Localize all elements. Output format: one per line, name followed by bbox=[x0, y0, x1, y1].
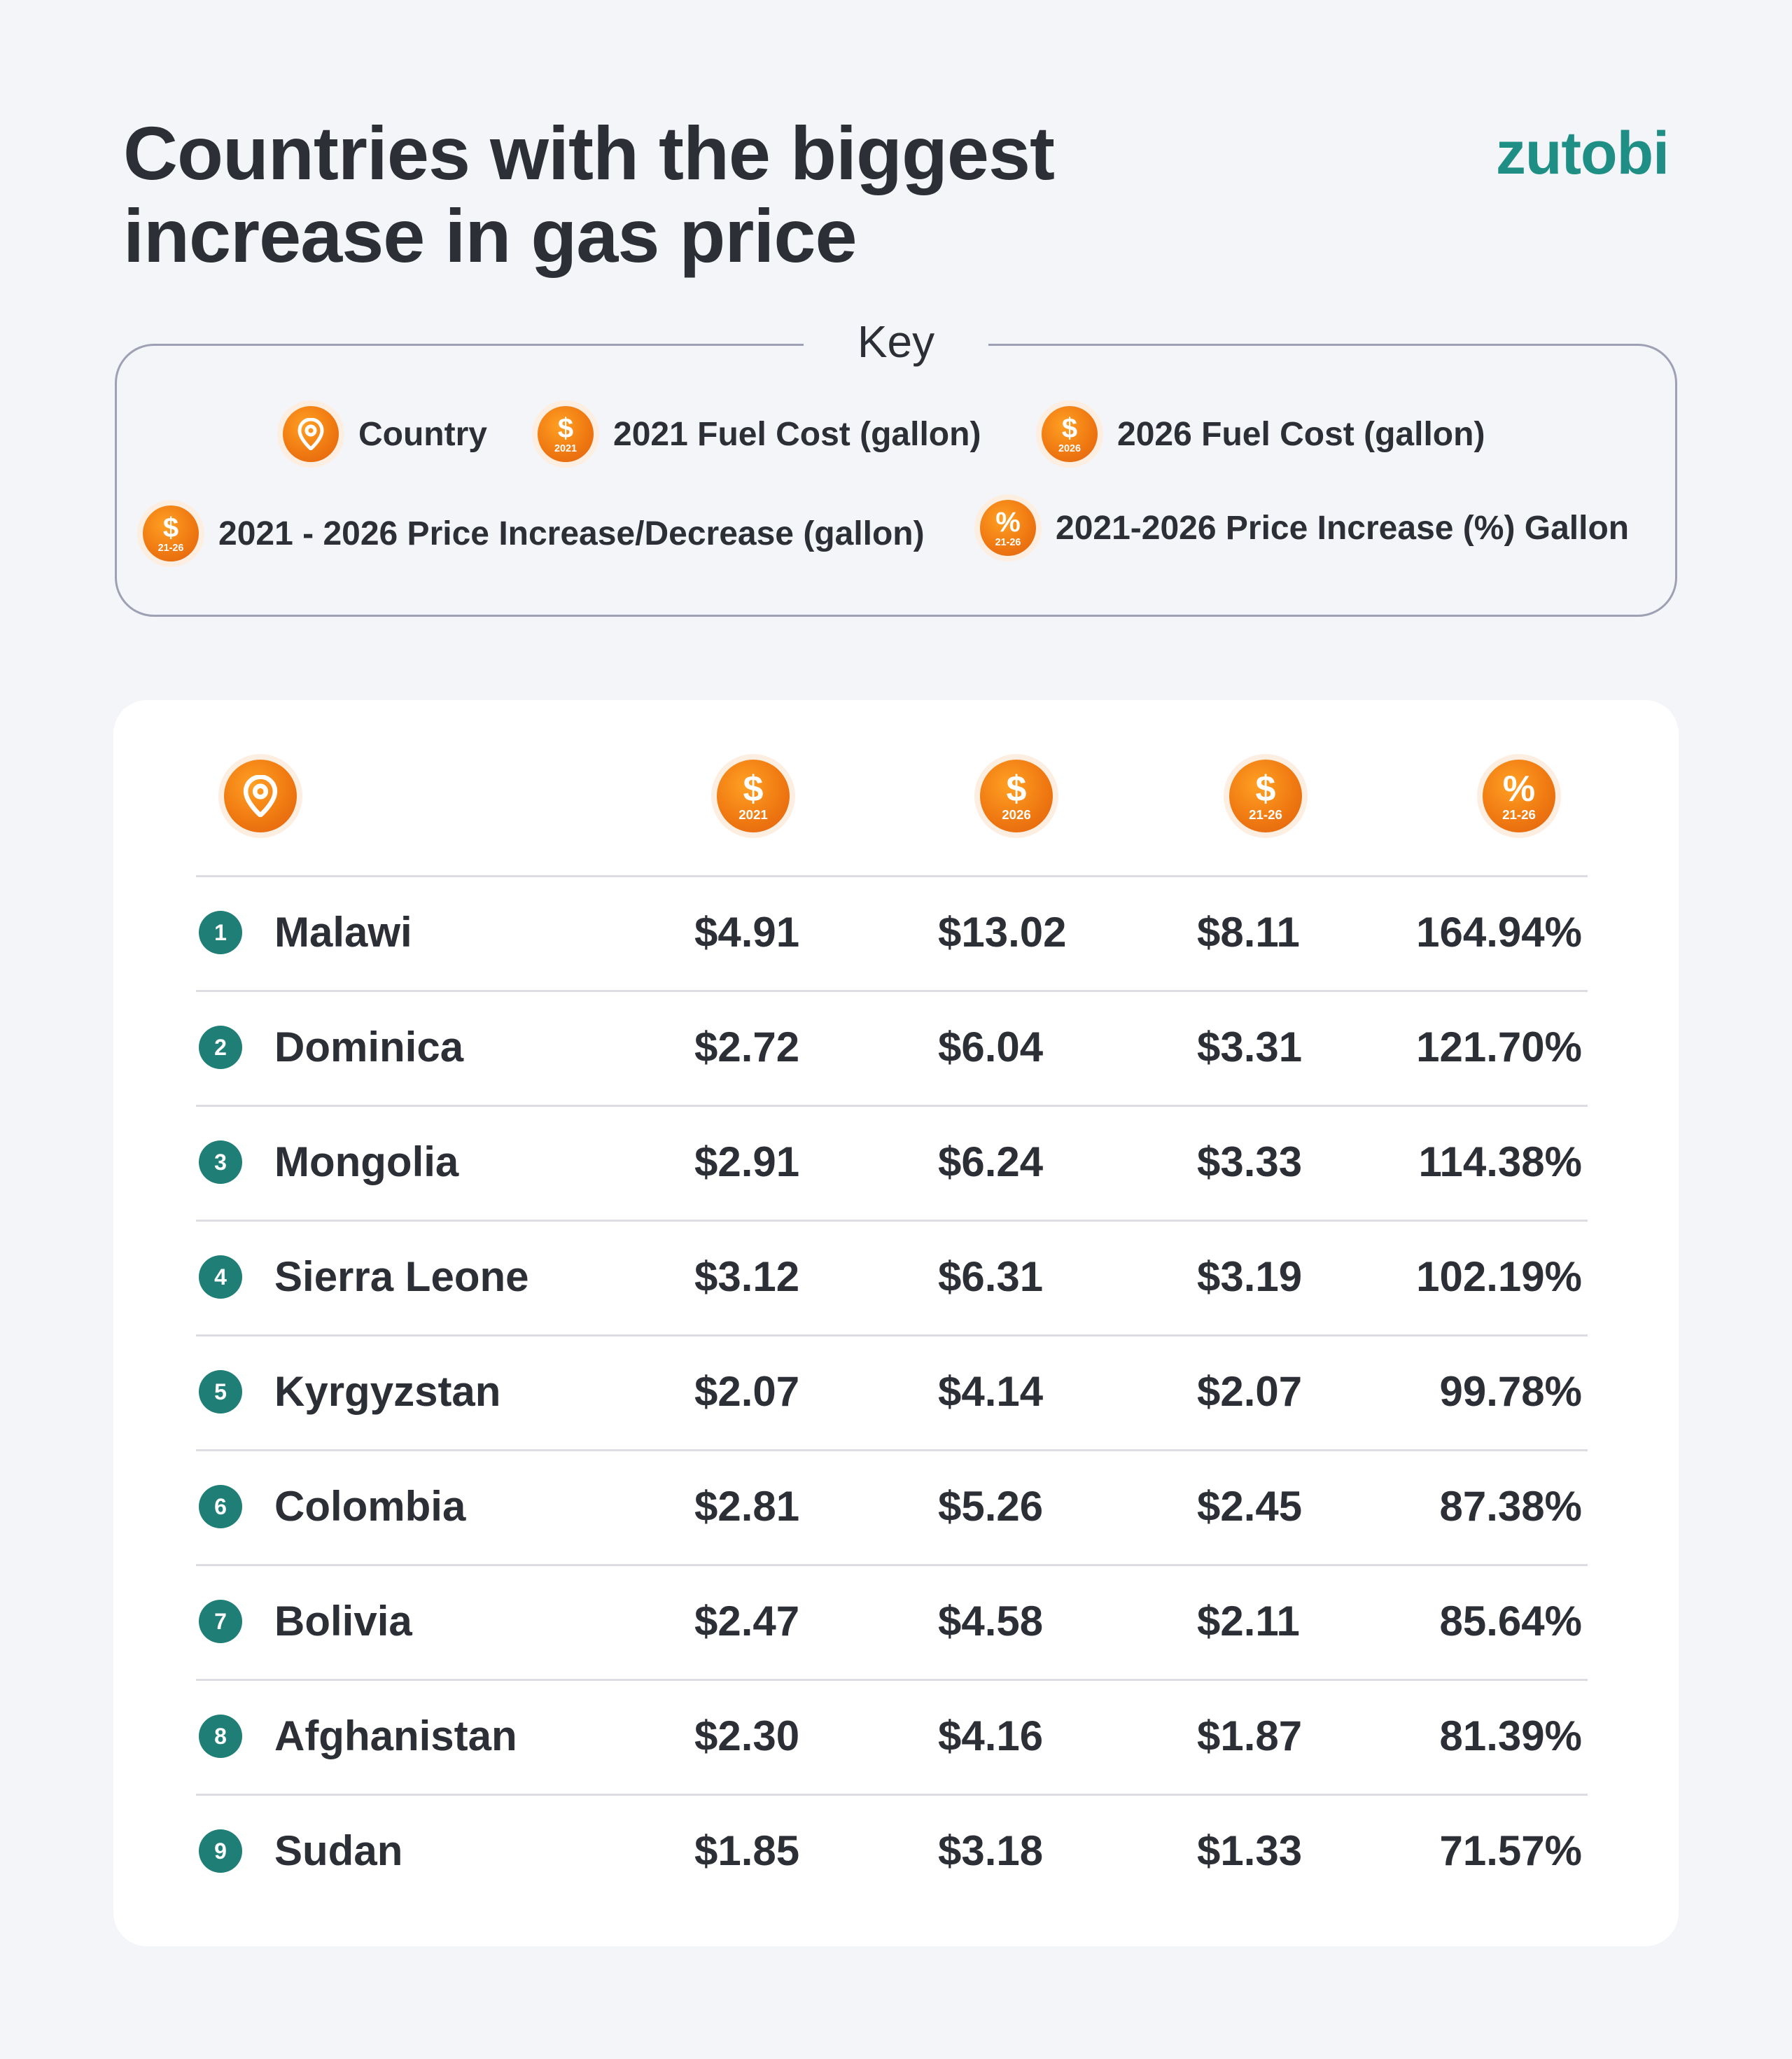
increase-cell: $2.11 bbox=[1197, 1598, 1300, 1645]
cost-2021-cell: $2.47 bbox=[694, 1598, 800, 1645]
rank-badge: 8 bbox=[199, 1715, 242, 1758]
country-name: Sudan bbox=[274, 1827, 403, 1874]
cost-2021-cell: $1.85 bbox=[694, 1827, 800, 1874]
increase-cell: $8.11 bbox=[1197, 909, 1300, 956]
table-divider bbox=[196, 1334, 1588, 1336]
cost-2026-cell: $4.58 bbox=[938, 1598, 1044, 1645]
increase-cell: $2.45 bbox=[1197, 1483, 1303, 1530]
key-item-price-change: $21-26 2021 - 2026 Price Increase/Decrea… bbox=[143, 505, 925, 561]
increase-cell: $1.33 bbox=[1197, 1827, 1303, 1874]
percent-cell: 164.94% bbox=[1416, 909, 1582, 956]
increase-cell: $1.87 bbox=[1197, 1712, 1303, 1759]
country-name: Malawi bbox=[274, 909, 412, 956]
key-item-percent: % 21-26 2021-2026 Price Increase (%) Gall… bbox=[980, 500, 1629, 556]
rank-badge: 1 bbox=[199, 911, 242, 954]
dollar-coin-icon: $21-26 bbox=[143, 505, 199, 561]
table-divider bbox=[196, 1220, 1588, 1222]
dollar-coin-icon: $2021 bbox=[538, 406, 594, 462]
title-line-1: Countries with the biggest bbox=[123, 111, 1055, 195]
country-name: Dominica bbox=[274, 1024, 464, 1070]
table-divider bbox=[196, 875, 1588, 877]
table-divider bbox=[196, 1449, 1588, 1451]
rank-badge: 9 bbox=[199, 1829, 242, 1873]
country-name: Kyrgyzstan bbox=[274, 1368, 501, 1415]
cost-2026-cell: $4.16 bbox=[938, 1712, 1044, 1759]
column-header-percent-coin-icon: % 21-26 bbox=[1483, 760, 1555, 832]
key-title: Key bbox=[804, 314, 988, 370]
rank-badge: 2 bbox=[199, 1026, 242, 1069]
table-divider bbox=[196, 990, 1588, 992]
percent-cell: 99.78% bbox=[1439, 1368, 1583, 1415]
percent-cell: 71.57% bbox=[1439, 1827, 1583, 1874]
percent-coin-icon: % 21-26 bbox=[980, 500, 1036, 556]
cost-2021-cell: $4.91 bbox=[694, 909, 800, 956]
cost-2021-cell: $2.07 bbox=[694, 1368, 800, 1415]
rank-badge: 6 bbox=[199, 1485, 242, 1528]
cost-2026-cell: $6.24 bbox=[938, 1138, 1044, 1185]
cost-2021-cell: $2.72 bbox=[694, 1024, 800, 1070]
cost-2021-cell: $3.12 bbox=[694, 1253, 800, 1300]
table-card bbox=[113, 700, 1679, 1946]
percent-cell: 85.64% bbox=[1439, 1598, 1583, 1645]
key-label-percent: 2021-2026 Price Increase (%) Gallon bbox=[1056, 509, 1630, 547]
country-name: Colombia bbox=[274, 1483, 466, 1530]
cost-2026-cell: $4.14 bbox=[938, 1368, 1044, 1415]
key-label-2021-cost: 2021 Fuel Cost (gallon) bbox=[613, 415, 981, 453]
key-item-country: Country bbox=[283, 406, 487, 462]
key-label-price-change: 2021 - 2026 Price Increase/Decrease (gal… bbox=[218, 515, 925, 552]
rank-badge: 7 bbox=[199, 1600, 242, 1643]
country-name: Afghanistan bbox=[274, 1712, 517, 1759]
table-divider bbox=[196, 1564, 1588, 1566]
dollar-coin-icon: $2026 bbox=[1042, 406, 1098, 462]
key-item-2026-cost: $2026 2026 Fuel Cost (gallon) bbox=[1042, 406, 1485, 462]
column-header-dollar-coin-icon: $2026 bbox=[980, 760, 1053, 832]
percent-cell: 81.39% bbox=[1439, 1712, 1583, 1759]
key-box bbox=[115, 344, 1677, 617]
percent-cell: 102.19% bbox=[1416, 1253, 1582, 1300]
page-title: Countries with the biggest increase in g… bbox=[123, 111, 1055, 278]
rank-badge: 3 bbox=[199, 1140, 242, 1184]
table-divider bbox=[196, 1105, 1588, 1107]
rank-badge: 4 bbox=[199, 1255, 242, 1299]
cost-2026-cell: $5.26 bbox=[938, 1483, 1044, 1530]
cost-2021-cell: $2.81 bbox=[694, 1483, 800, 1530]
title-line-2: increase in gas price bbox=[123, 193, 858, 278]
column-header-dollar-coin-icon: $2021 bbox=[717, 760, 790, 832]
percent-cell: 114.38% bbox=[1418, 1138, 1582, 1185]
column-header-dollar-coin-icon: $21-26 bbox=[1229, 760, 1302, 832]
cost-2026-cell: $3.18 bbox=[938, 1827, 1044, 1874]
table-divider bbox=[196, 1794, 1588, 1796]
column-header-location-pin-icon bbox=[224, 760, 297, 832]
key-item-2021-cost: $2021 2021 Fuel Cost (gallon) bbox=[538, 406, 981, 462]
percent-cell: 87.38% bbox=[1439, 1483, 1583, 1530]
country-name: Mongolia bbox=[274, 1138, 459, 1185]
cost-2021-cell: $2.91 bbox=[694, 1138, 800, 1185]
cost-2026-cell: $13.02 bbox=[938, 909, 1067, 956]
key-label-2026-cost: 2026 Fuel Cost (gallon) bbox=[1117, 415, 1485, 453]
increase-cell: $3.31 bbox=[1197, 1024, 1303, 1070]
cost-2026-cell: $6.04 bbox=[938, 1024, 1044, 1070]
increase-cell: $3.33 bbox=[1197, 1138, 1303, 1185]
country-name: Sierra Leone bbox=[274, 1253, 529, 1300]
table-divider bbox=[196, 1679, 1588, 1681]
country-name: Bolivia bbox=[274, 1598, 412, 1645]
zutobi-logo: zutobi bbox=[1495, 120, 1670, 187]
increase-cell: $3.19 bbox=[1197, 1253, 1303, 1300]
location-pin-icon bbox=[283, 406, 339, 462]
increase-cell: $2.07 bbox=[1197, 1368, 1303, 1415]
cost-2021-cell: $2.30 bbox=[694, 1712, 800, 1759]
cost-2026-cell: $6.31 bbox=[938, 1253, 1044, 1300]
key-label-country: Country bbox=[358, 415, 487, 453]
percent-cell: 121.70% bbox=[1416, 1024, 1582, 1070]
rank-badge: 5 bbox=[199, 1370, 242, 1414]
